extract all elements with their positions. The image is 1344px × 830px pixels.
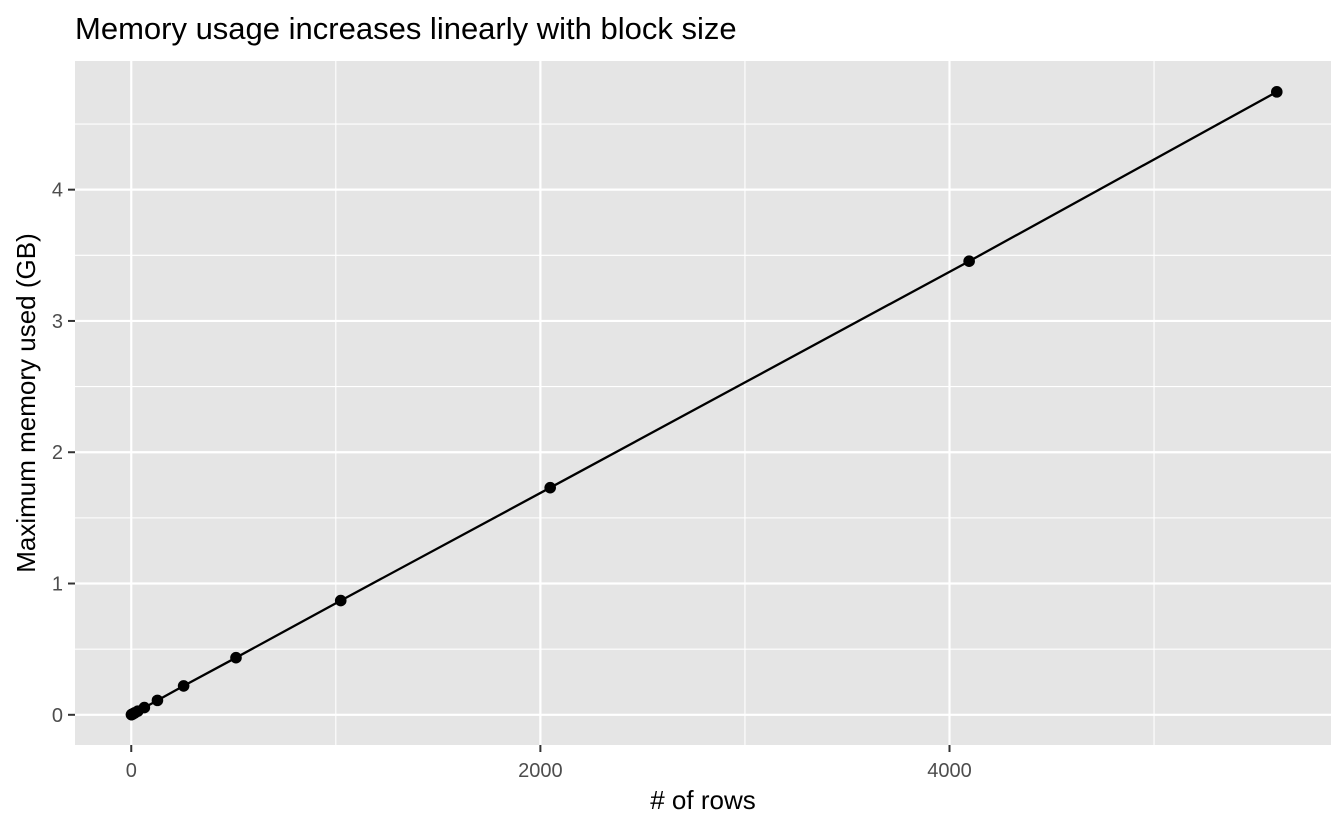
x-tick-label: 4000 <box>927 760 972 782</box>
y-tick-label: 2 <box>52 442 63 464</box>
minor-gridlines <box>75 61 1331 745</box>
x-tick-label: 0 <box>126 760 137 782</box>
x-axis: 0 2000 4000 <box>126 745 972 782</box>
data-point <box>151 694 164 707</box>
y-tick-label: 0 <box>52 705 63 727</box>
y-axis: 0 1 2 3 4 <box>52 180 75 727</box>
y-tick-label: 1 <box>52 574 63 596</box>
data-point <box>138 701 151 714</box>
y-tick-label: 3 <box>52 311 63 333</box>
data-point <box>963 255 975 268</box>
data-point <box>334 594 347 607</box>
data-point <box>1270 86 1283 98</box>
x-axis-title: # of rows <box>650 785 756 815</box>
y-tick-label: 4 <box>52 180 63 202</box>
data-point <box>230 651 242 664</box>
y-axis-title: Maximum memory used (GB) <box>11 233 41 573</box>
data-point <box>544 481 556 494</box>
x-tick-label: 2000 <box>518 760 563 782</box>
chart-title: Memory usage increases linearly with blo… <box>75 11 737 46</box>
data-point <box>177 680 190 692</box>
data-series <box>125 86 1283 721</box>
major-gridlines <box>75 61 1331 745</box>
